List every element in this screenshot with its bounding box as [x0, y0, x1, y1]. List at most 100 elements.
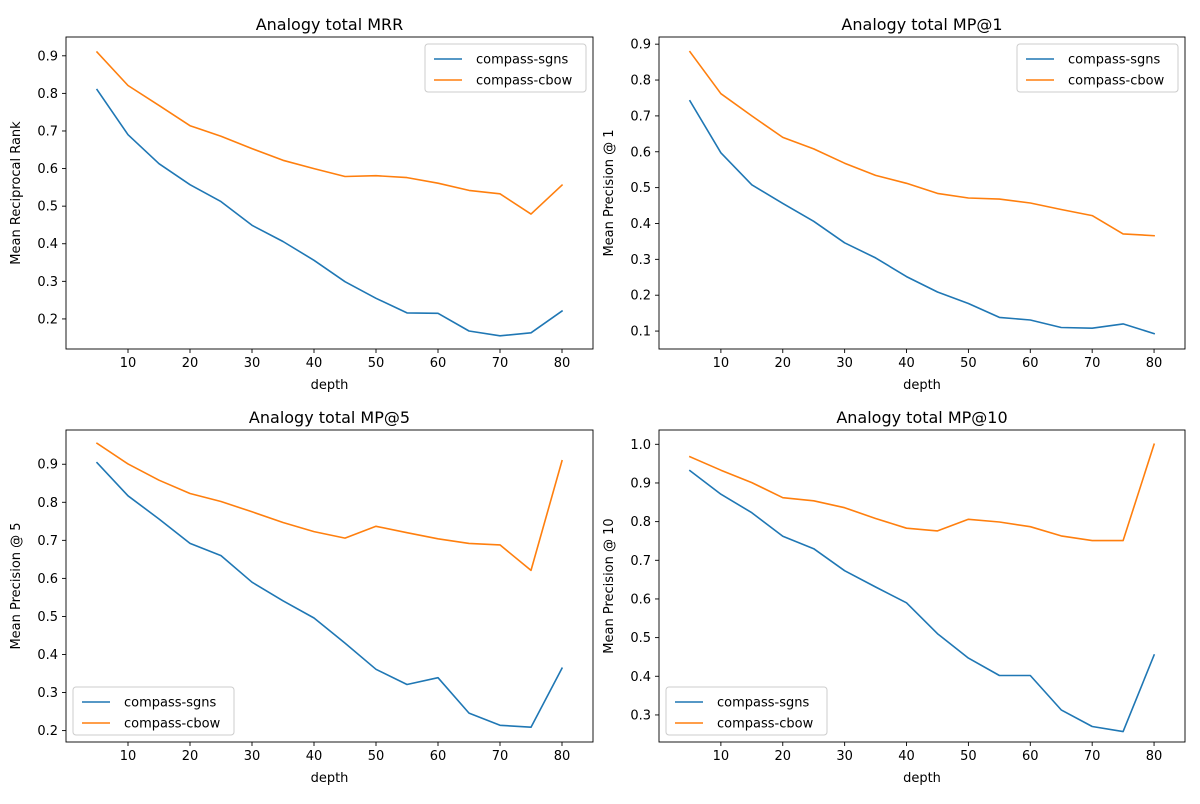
legend-box	[72, 686, 235, 736]
x-tick-label: 20	[182, 749, 199, 764]
y-tick-label: 0.9	[37, 49, 58, 64]
y-tick-label: 0.5	[37, 610, 58, 625]
legend-label-compass-cbow: compass-cbow	[1068, 74, 1165, 89]
y-axis-label: Mean Precision @ 5	[9, 522, 24, 649]
legend-label-compass-sgns: compass-sgns	[717, 696, 809, 711]
series-line-compass-sgns	[95, 88, 564, 337]
y-tick-label: 0.2	[630, 289, 651, 304]
x-axis-label: depth	[311, 771, 349, 786]
y-tick-label: 0.8	[630, 74, 651, 89]
y-tick-label: 0.3	[37, 686, 58, 701]
x-tick-label: 50	[368, 356, 385, 371]
y-tick-label: 0.4	[37, 648, 58, 663]
subplot-4: Analogy total MP@10 10 20 30 40 50 60 70 80 0.3 0.…	[602, 408, 1186, 786]
y-tick-label: 0.3	[630, 253, 651, 268]
chart-title: Analogy total MP@5	[249, 408, 410, 427]
axes-frame	[65, 36, 594, 350]
y-tick-label: 0.5	[37, 200, 58, 215]
x-axis-label: depth	[903, 378, 941, 393]
y-tick-label: 0.4	[630, 217, 651, 232]
x-tick-label: 40	[898, 749, 915, 764]
subplot-3: Analogy total MP@5 10 20 30 40 50 60 70 80 0.2 0.3…	[9, 408, 594, 786]
series-line-compass-sgns	[95, 461, 564, 729]
y-tick-label: 1.0	[630, 438, 651, 453]
y-tick-label: 0.9	[630, 38, 651, 53]
y-axis-label: Mean Precision @ 1	[602, 129, 617, 256]
x-tick-label: 10	[713, 356, 730, 371]
x-tick-label: 20	[774, 356, 791, 371]
axes-frame	[658, 36, 1186, 350]
x-tick-label: 20	[774, 749, 791, 764]
x-tick-label: 60	[1022, 356, 1039, 371]
chart-title: Analogy total MRR	[256, 15, 404, 34]
legend: compass-sgns compass-cbow	[424, 43, 587, 93]
legend: compass-sgns compass-cbow	[665, 686, 828, 736]
y-tick-label: 0.2	[37, 724, 58, 739]
y-tick-label: 0.6	[37, 162, 58, 177]
x-tick-label: 40	[898, 356, 915, 371]
x-tick-label: 50	[960, 356, 977, 371]
legend-label-compass-sgns: compass-sgns	[1068, 53, 1160, 68]
y-tick-label: 0.6	[630, 145, 651, 160]
x-tick-label: 80	[1146, 356, 1163, 371]
x-tick-label: 10	[120, 749, 137, 764]
y-tick-label: 0.1	[630, 325, 651, 340]
y-tick-label: 0.7	[37, 124, 58, 139]
legend-label-compass-sgns: compass-sgns	[124, 696, 216, 711]
series-line-compass-cbow	[688, 50, 1155, 237]
legend-box	[665, 686, 828, 736]
legend-box	[1016, 43, 1179, 93]
series-line-compass-cbow	[95, 442, 563, 572]
x-tick-label: 80	[554, 749, 571, 764]
y-tick-label: 0.7	[630, 554, 651, 569]
axes-frame	[658, 429, 1186, 743]
y-axis-label: Mean Reciprocal Rank	[9, 121, 24, 265]
y-tick-label: 0.8	[37, 87, 58, 102]
y-tick-label: 0.5	[630, 631, 651, 646]
x-tick-label: 10	[120, 356, 137, 371]
series-line-compass-cbow	[688, 443, 1156, 542]
y-axis-label: Mean Precision @ 10	[602, 518, 617, 653]
legend-label-compass-cbow: compass-cbow	[476, 74, 573, 89]
chart-title: Analogy total MP@10	[836, 408, 1007, 427]
x-tick-label: 30	[836, 356, 853, 371]
legend-label-compass-cbow: compass-cbow	[124, 717, 221, 732]
series-line-compass-sgns	[688, 469, 1156, 733]
y-tick-label: 0.8	[37, 496, 58, 511]
x-tick-label: 60	[430, 749, 447, 764]
x-tick-label: 30	[244, 749, 261, 764]
y-tick-label: 0.4	[630, 670, 651, 685]
x-tick-label: 70	[492, 749, 509, 764]
y-tick-label: 0.9	[37, 458, 58, 473]
series-line-compass-cbow	[95, 50, 564, 215]
y-tick-label: 0.4	[37, 237, 58, 252]
legend-label-compass-cbow: compass-cbow	[717, 717, 814, 732]
y-tick-label: 0.7	[630, 109, 651, 124]
x-tick-label: 10	[713, 749, 730, 764]
x-tick-label: 70	[1084, 749, 1101, 764]
y-tick-label: 0.7	[37, 534, 58, 549]
y-tick-label: 0.6	[630, 592, 651, 607]
axes-frame	[65, 429, 594, 743]
x-tick-label: 30	[244, 356, 261, 371]
y-tick-label: 0.2	[37, 312, 58, 327]
legend: compass-sgns compass-cbow	[72, 686, 235, 736]
y-tick-label: 0.5	[630, 181, 651, 196]
subplot-1: Analogy total MRR 10 20 30 40 50 60 70 80 0.2 0.3 0…	[9, 15, 594, 393]
x-tick-label: 20	[182, 356, 199, 371]
x-tick-label: 60	[430, 356, 447, 371]
legend: compass-sgns compass-cbow	[1016, 43, 1179, 93]
x-tick-label: 80	[554, 356, 571, 371]
x-tick-label: 80	[1146, 749, 1163, 764]
chart-title: Analogy total MP@1	[841, 15, 1002, 34]
x-tick-label: 50	[960, 749, 977, 764]
legend-box	[424, 43, 587, 93]
x-tick-label: 40	[306, 749, 323, 764]
y-tick-label: 0.6	[37, 572, 58, 587]
x-tick-label: 70	[492, 356, 509, 371]
x-tick-label: 60	[1022, 749, 1039, 764]
y-tick-label: 0.3	[630, 708, 651, 723]
x-tick-label: 40	[306, 356, 323, 371]
series-line-compass-sgns	[688, 99, 1156, 335]
